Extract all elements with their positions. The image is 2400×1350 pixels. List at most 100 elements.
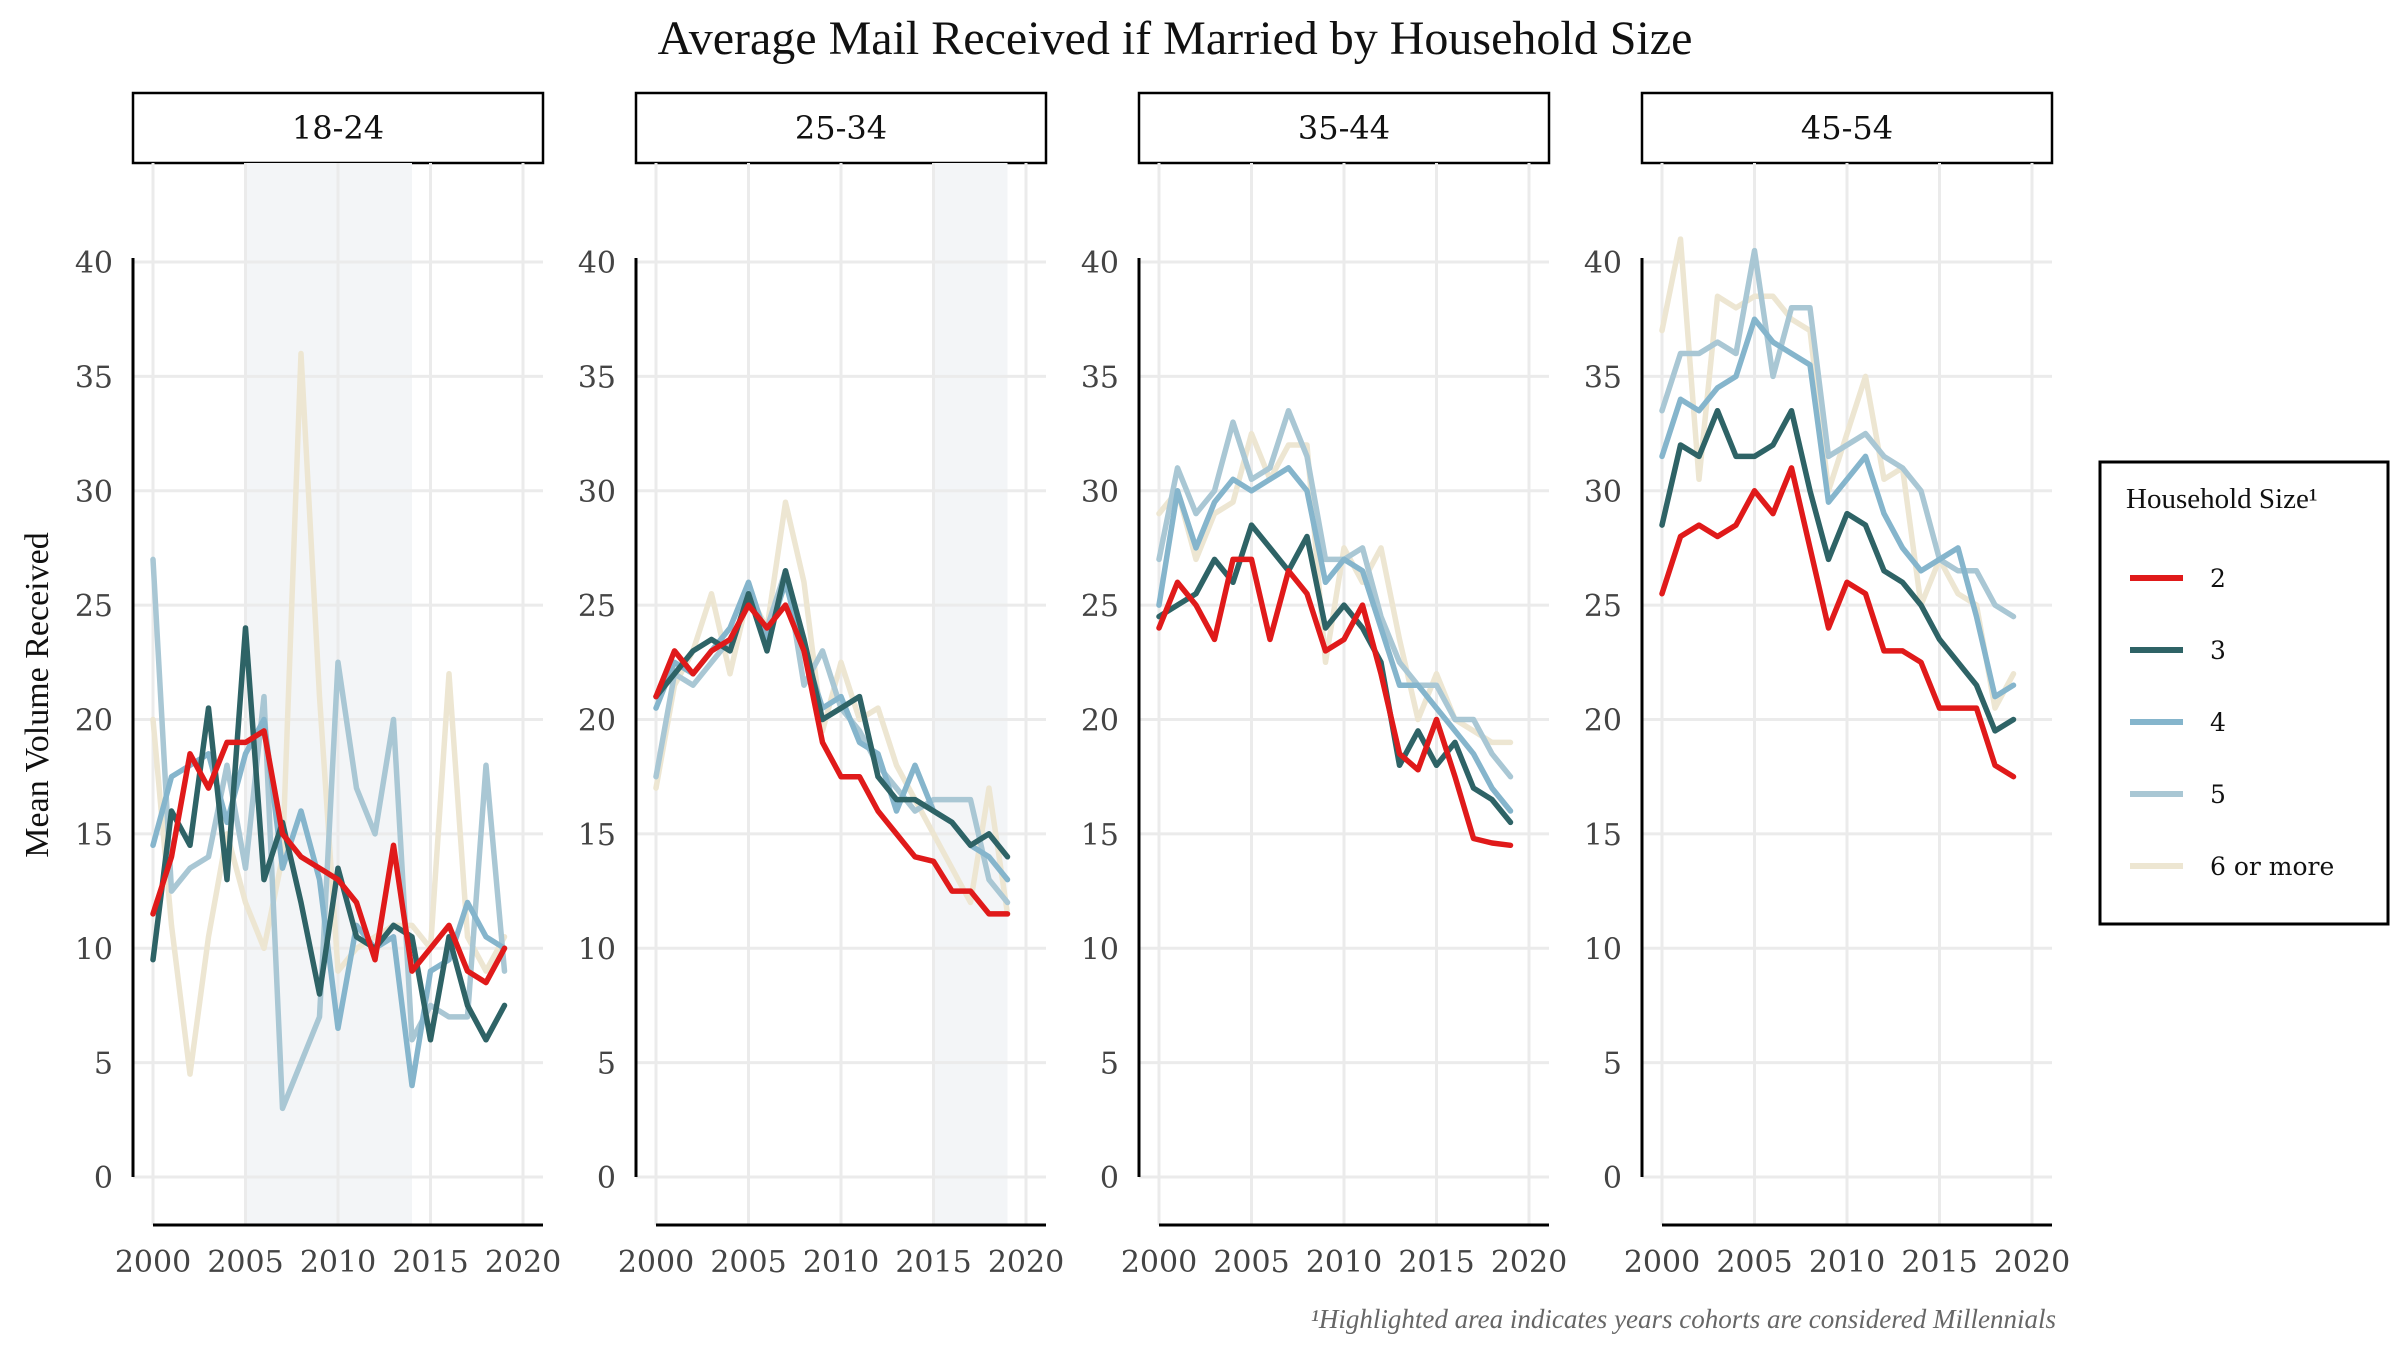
x-tick-label: 2020 (1491, 1245, 1567, 1280)
x-tick-label: 2020 (485, 1245, 561, 1280)
legend-title: Household Size¹ (2126, 483, 2318, 515)
y-tick-label: 0 (1603, 1161, 1622, 1196)
x-tick-label: 2015 (1398, 1245, 1474, 1280)
y-tick-label: 35 (578, 360, 616, 395)
facet-panel: 45-54 0 5 10 15 20 25 30 35 40 2000 2005 2010 2015 202… (1584, 91, 2070, 1280)
y-tick-label: 40 (75, 246, 113, 281)
x-tick-label: 2005 (207, 1245, 283, 1280)
y-tick-label: 20 (1584, 704, 1622, 739)
y-tick-label: 5 (1603, 1047, 1622, 1082)
y-tick-label: 15 (1081, 818, 1119, 853)
series-line-2 (653, 602, 1011, 917)
y-tick-label: 20 (1081, 704, 1119, 739)
y-tick-label: 10 (1584, 932, 1622, 967)
y-tick-label: 20 (75, 704, 113, 739)
chart-footnote: ¹Highlighted area indicates years cohort… (1311, 1304, 2056, 1334)
legend-label: 4 (2210, 708, 2226, 737)
facet-strip-label: 45-54 (1801, 109, 1893, 147)
y-tick-label: 15 (1584, 818, 1622, 853)
series-line-4 (1156, 465, 1514, 814)
series-line-3 (1156, 522, 1514, 826)
series-line-3 (150, 625, 508, 1043)
x-tick-label: 2020 (1994, 1245, 2070, 1280)
y-tick-label: 25 (1081, 589, 1119, 624)
legend-box (2098, 460, 2390, 926)
x-tick-label: 2005 (1213, 1245, 1289, 1280)
facet-panel: 35-44 0 5 10 15 20 25 30 35 40 2000 2005 2010 2015 202… (1081, 91, 1567, 1280)
y-tick-label: 30 (1584, 475, 1622, 510)
x-tick-label: 2010 (1306, 1245, 1382, 1280)
legend: Household Size¹ 2 3 4 5 6 or more (2098, 460, 2390, 926)
series-line-5 (653, 568, 1011, 906)
y-tick-label: 25 (578, 589, 616, 624)
y-tick-label: 10 (1081, 932, 1119, 967)
x-tick-label: 2000 (1121, 1245, 1197, 1280)
series-line-6-or-more (1156, 430, 1514, 746)
x-tick-label: 2005 (710, 1245, 786, 1280)
y-tick-label: 30 (1081, 475, 1119, 510)
y-tick-label: 40 (578, 246, 616, 281)
legend-label: 5 (2210, 780, 2226, 809)
legend-label: 3 (2210, 636, 2226, 665)
y-tick-label: 0 (597, 1161, 616, 1196)
series-line-5 (1659, 247, 2017, 620)
x-tick-label: 2015 (392, 1245, 468, 1280)
x-tick-label: 2015 (895, 1245, 971, 1280)
facet-strip (1137, 91, 1551, 165)
facet-strip (634, 91, 1048, 165)
y-tick-label: 10 (578, 932, 616, 967)
series-line-4 (1659, 316, 2017, 700)
series-line-2 (1659, 465, 2017, 780)
y-tick-label: 5 (597, 1047, 616, 1082)
millennial-highlight-band (245, 163, 412, 1225)
facet-strip-label: 35-44 (1298, 109, 1390, 147)
y-tick-label: 0 (94, 1161, 113, 1196)
y-tick-label: 10 (75, 932, 113, 967)
facet-strip-label: 18-24 (292, 109, 384, 147)
chart-title: Average Mail Received if Married by Hous… (658, 12, 1693, 65)
series-line-2 (150, 728, 508, 986)
y-tick-label: 5 (1100, 1047, 1119, 1082)
series-line-3 (653, 568, 1011, 860)
y-tick-label: 40 (1081, 246, 1119, 281)
facet-strip (1640, 91, 2054, 165)
y-tick-label: 35 (75, 360, 113, 395)
facet-panel: 18-24 0 5 10 15 20 25 30 35 40 2000 2005 2010 2015 202… (75, 91, 561, 1280)
y-tick-label: 25 (1584, 589, 1622, 624)
y-tick-label: 30 (75, 475, 113, 510)
x-tick-label: 2005 (1716, 1245, 1792, 1280)
series-line-5 (150, 556, 508, 1112)
x-tick-label: 2000 (1624, 1245, 1700, 1280)
facet-panel: 25-34 0 5 10 15 20 25 30 35 40 2000 2005 2010 2015 202… (578, 91, 1064, 1280)
y-tick-label: 35 (1584, 360, 1622, 395)
series-line-6-or-more (1659, 236, 2017, 711)
facet-strip-label: 25-34 (795, 109, 887, 147)
y-tick-label: 0 (1100, 1161, 1119, 1196)
x-tick-label: 2000 (618, 1245, 694, 1280)
y-tick-label: 30 (578, 475, 616, 510)
x-tick-label: 2020 (988, 1245, 1064, 1280)
y-axis-label: Mean Volume Received (19, 532, 56, 857)
x-tick-label: 2015 (1901, 1245, 1977, 1280)
y-tick-label: 20 (578, 704, 616, 739)
x-tick-label: 2000 (115, 1245, 191, 1280)
x-tick-label: 2010 (803, 1245, 879, 1280)
series-line-5 (1156, 407, 1514, 780)
millennial-highlight-band (933, 163, 1008, 1225)
series-line-2 (1156, 556, 1514, 849)
y-tick-label: 40 (1584, 246, 1622, 281)
y-tick-label: 15 (578, 818, 616, 853)
y-tick-label: 25 (75, 589, 113, 624)
series-line-3 (1659, 407, 2017, 734)
legend-label: 2 (2210, 564, 2226, 593)
x-tick-label: 2010 (1809, 1245, 1885, 1280)
series-line-6-or-more (653, 499, 1011, 917)
y-tick-label: 15 (75, 818, 113, 853)
x-tick-label: 2010 (300, 1245, 376, 1280)
y-tick-label: 5 (94, 1047, 113, 1082)
y-tick-label: 35 (1081, 360, 1119, 395)
legend-label: 6 or more (2210, 852, 2334, 881)
